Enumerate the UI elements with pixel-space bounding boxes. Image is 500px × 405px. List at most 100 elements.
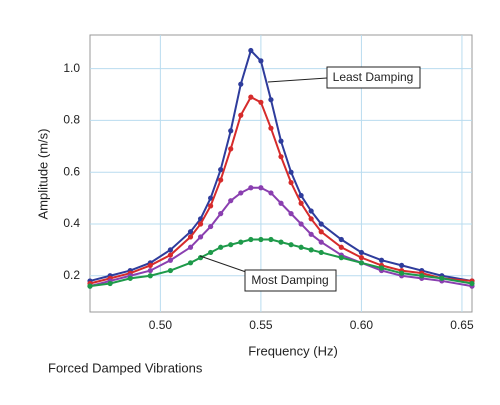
data-point: [208, 249, 214, 256]
data-point: [238, 81, 244, 87]
data-point: [127, 275, 133, 281]
data-point: [208, 195, 214, 201]
annotation-arrow: [267, 77, 328, 83]
data-point: [187, 234, 194, 240]
data-point: [87, 283, 93, 289]
data-point: [288, 211, 294, 217]
annotation-box: [326, 66, 421, 89]
annotation: Least Damping: [333, 70, 414, 84]
data-point: [268, 190, 274, 196]
data-point: [288, 169, 294, 175]
data-point: [248, 94, 254, 100]
data-point: [147, 273, 153, 279]
data-point: [278, 200, 284, 206]
data-point: [338, 244, 344, 250]
data-point: [258, 236, 264, 243]
data-point: [288, 179, 294, 186]
data-point: [197, 234, 204, 240]
data-point: [338, 255, 344, 261]
data-point: [318, 229, 324, 235]
data-point: [218, 211, 224, 217]
y-tick-label: 1.0: [63, 61, 80, 75]
data-point: [197, 221, 204, 227]
data-point: [308, 247, 314, 253]
y-axis-label: Amplitude (m/s): [35, 128, 50, 219]
y-tick-label: 0.2: [63, 268, 80, 282]
data-point: [167, 257, 174, 263]
data-point: [358, 260, 365, 266]
data-point: [278, 239, 284, 245]
data-point: [308, 208, 314, 214]
x-tick-label: 0.55: [249, 318, 273, 332]
data-point: [167, 247, 174, 253]
data-point: [358, 249, 365, 256]
data-point: [419, 273, 425, 279]
data-point: [358, 255, 365, 261]
data-point: [278, 138, 284, 144]
data-point: [298, 221, 304, 227]
data-point: [298, 200, 304, 206]
data-point: [258, 99, 264, 105]
data-point: [218, 244, 224, 250]
x-tick-label: 0.60: [350, 318, 374, 332]
data-point: [338, 236, 344, 243]
data-point: [208, 203, 214, 209]
data-point: [187, 260, 194, 266]
series-line: [89, 48, 473, 282]
annotation: Most Damping: [251, 273, 328, 287]
data-point: [318, 249, 324, 256]
data-point: [238, 112, 244, 118]
caption: Forced Damped Vibrations: [48, 360, 203, 375]
y-tick-label: 0.6: [63, 164, 80, 178]
data-point: [187, 229, 194, 235]
data-point: [147, 262, 153, 269]
data-point: [248, 236, 254, 243]
data-point: [238, 239, 244, 245]
data-point: [218, 167, 224, 173]
data-point: [107, 280, 113, 287]
data-point: [298, 244, 304, 250]
data-point: [378, 257, 385, 263]
data-point: [248, 47, 254, 54]
data-point: [228, 242, 234, 248]
series-line: [89, 95, 473, 285]
x-axis-label: Frequency (Hz): [248, 343, 338, 358]
data-point: [399, 262, 405, 269]
data-point: [298, 192, 304, 199]
x-tick-label: 0.65: [450, 318, 474, 332]
data-point: [218, 177, 224, 183]
data-point: [399, 270, 405, 276]
data-point: [228, 198, 234, 204]
data-point: [318, 221, 324, 227]
data-point: [238, 190, 244, 196]
data-point: [308, 216, 314, 222]
data-point: [258, 185, 264, 191]
series-line: [89, 238, 473, 288]
data-point: [228, 128, 234, 134]
data-point: [268, 125, 274, 131]
data-point: [439, 275, 445, 281]
x-tick-label: 0.50: [149, 318, 173, 332]
annotation-arrow: [199, 255, 247, 273]
data-point: [187, 244, 194, 250]
data-point: [378, 265, 385, 271]
series-line: [89, 186, 473, 288]
y-tick-label: 0.4: [63, 216, 80, 230]
data-point: [268, 236, 274, 243]
data-point: [268, 97, 274, 103]
y-tick-label: 0.8: [63, 113, 80, 127]
data-point: [318, 239, 324, 245]
data-point: [308, 231, 314, 237]
data-point: [147, 267, 153, 274]
data-point: [228, 146, 234, 152]
data-point: [167, 252, 174, 258]
data-point: [208, 223, 214, 230]
data-point: [258, 58, 264, 64]
annotation-box: [244, 269, 337, 292]
data-point: [469, 280, 475, 287]
data-point: [248, 185, 254, 191]
data-point: [288, 242, 294, 248]
data-point: [167, 267, 174, 274]
data-point: [278, 154, 284, 160]
